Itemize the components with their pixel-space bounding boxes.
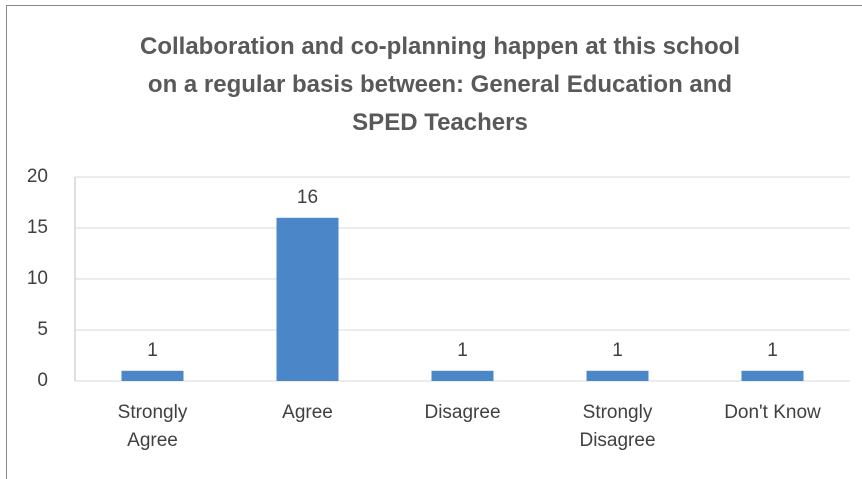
y-tick-label: 5 xyxy=(37,319,48,340)
bar xyxy=(276,217,339,381)
y-tick-label: 0 xyxy=(37,370,48,391)
y-tick-label: 10 xyxy=(27,268,48,289)
data-label: 1 xyxy=(767,340,778,361)
x-tick-label: Disagree xyxy=(424,402,501,423)
x-tick-label: Strongly Disagree xyxy=(579,402,656,451)
data-label: 1 xyxy=(612,340,623,361)
x-tick-label: Agree xyxy=(282,402,333,423)
data-label: 1 xyxy=(147,340,158,361)
x-tick-label: Strongly Agree xyxy=(117,402,188,451)
bar xyxy=(121,370,184,381)
bar xyxy=(741,370,804,381)
chart-frame xyxy=(6,5,862,479)
x-tick-label: Don't Know xyxy=(724,402,821,423)
y-tick-label: 15 xyxy=(27,217,48,238)
data-label: 1 xyxy=(457,340,468,361)
bar xyxy=(586,370,649,381)
y-tick-label: 20 xyxy=(27,166,48,187)
bar xyxy=(431,370,494,381)
chart-title: Collaboration and co-planning happen at … xyxy=(140,33,741,136)
data-label: 16 xyxy=(297,187,318,208)
